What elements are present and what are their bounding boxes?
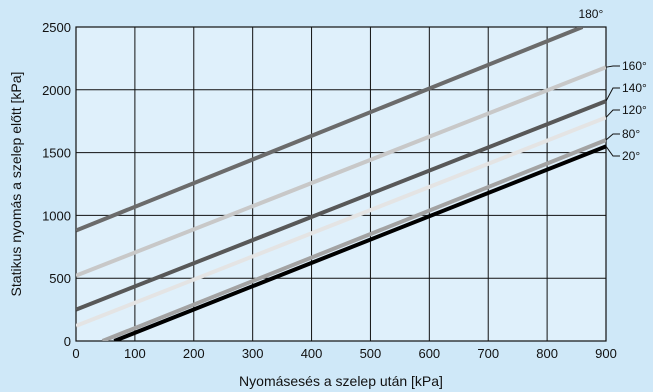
- series-leader-line: [605, 133, 620, 141]
- x-tick-label: 900: [595, 346, 617, 361]
- y-tick-label: 1500: [42, 146, 71, 161]
- y-tick-label: 0: [64, 334, 71, 349]
- series-line-2: [76, 99, 606, 312]
- series-label: 120°: [622, 103, 647, 117]
- x-tick-label: 400: [301, 346, 323, 361]
- x-tick-label: 800: [536, 346, 558, 361]
- plot-area: [75, 26, 607, 342]
- series-label: 140°: [622, 81, 647, 95]
- x-tick-label: 200: [183, 346, 205, 361]
- series-label: 180°: [578, 7, 603, 21]
- series-labels: 180° 160° 140° 120° 80° 20°: [578, 7, 647, 163]
- y-tick-labels: 0 500 1000 1500 2000 2500: [42, 20, 71, 349]
- series-line-0: [76, 27, 584, 233]
- x-tick-label: 0: [72, 346, 79, 361]
- series-line-4: [101, 138, 606, 341]
- x-tick-labels: 0 100 200 300 400 500 600 700 800 900: [72, 346, 616, 361]
- series-leader-line: [605, 87, 620, 102]
- series-label: 80°: [622, 127, 640, 141]
- series-leader-line: [605, 146, 620, 157]
- series-label: 20°: [622, 149, 640, 163]
- y-tick-label: 2000: [42, 83, 71, 98]
- series-line-3: [76, 115, 606, 328]
- y-tick-label: 500: [49, 271, 71, 286]
- series-lines: [76, 27, 606, 341]
- x-tick-label: 600: [418, 346, 440, 361]
- series-line-5: [113, 144, 606, 341]
- x-axis-label: Nyomásesés a szelep után [kPa]: [239, 373, 443, 389]
- y-tick-label: 1000: [42, 208, 71, 223]
- x-tick-label: 500: [360, 346, 382, 361]
- x-tick-label: 100: [124, 346, 146, 361]
- x-tick-label: 300: [242, 346, 264, 361]
- series-leader-line: [605, 65, 620, 68]
- series-line-1: [76, 65, 606, 278]
- y-axis-label: Statikus nyomás a szelep előtt [kPa]: [8, 72, 24, 297]
- x-tick-label: 700: [477, 346, 499, 361]
- y-tick-label: 2500: [42, 20, 71, 35]
- series-leader-line: [605, 109, 620, 118]
- series-label: 160°: [622, 59, 647, 73]
